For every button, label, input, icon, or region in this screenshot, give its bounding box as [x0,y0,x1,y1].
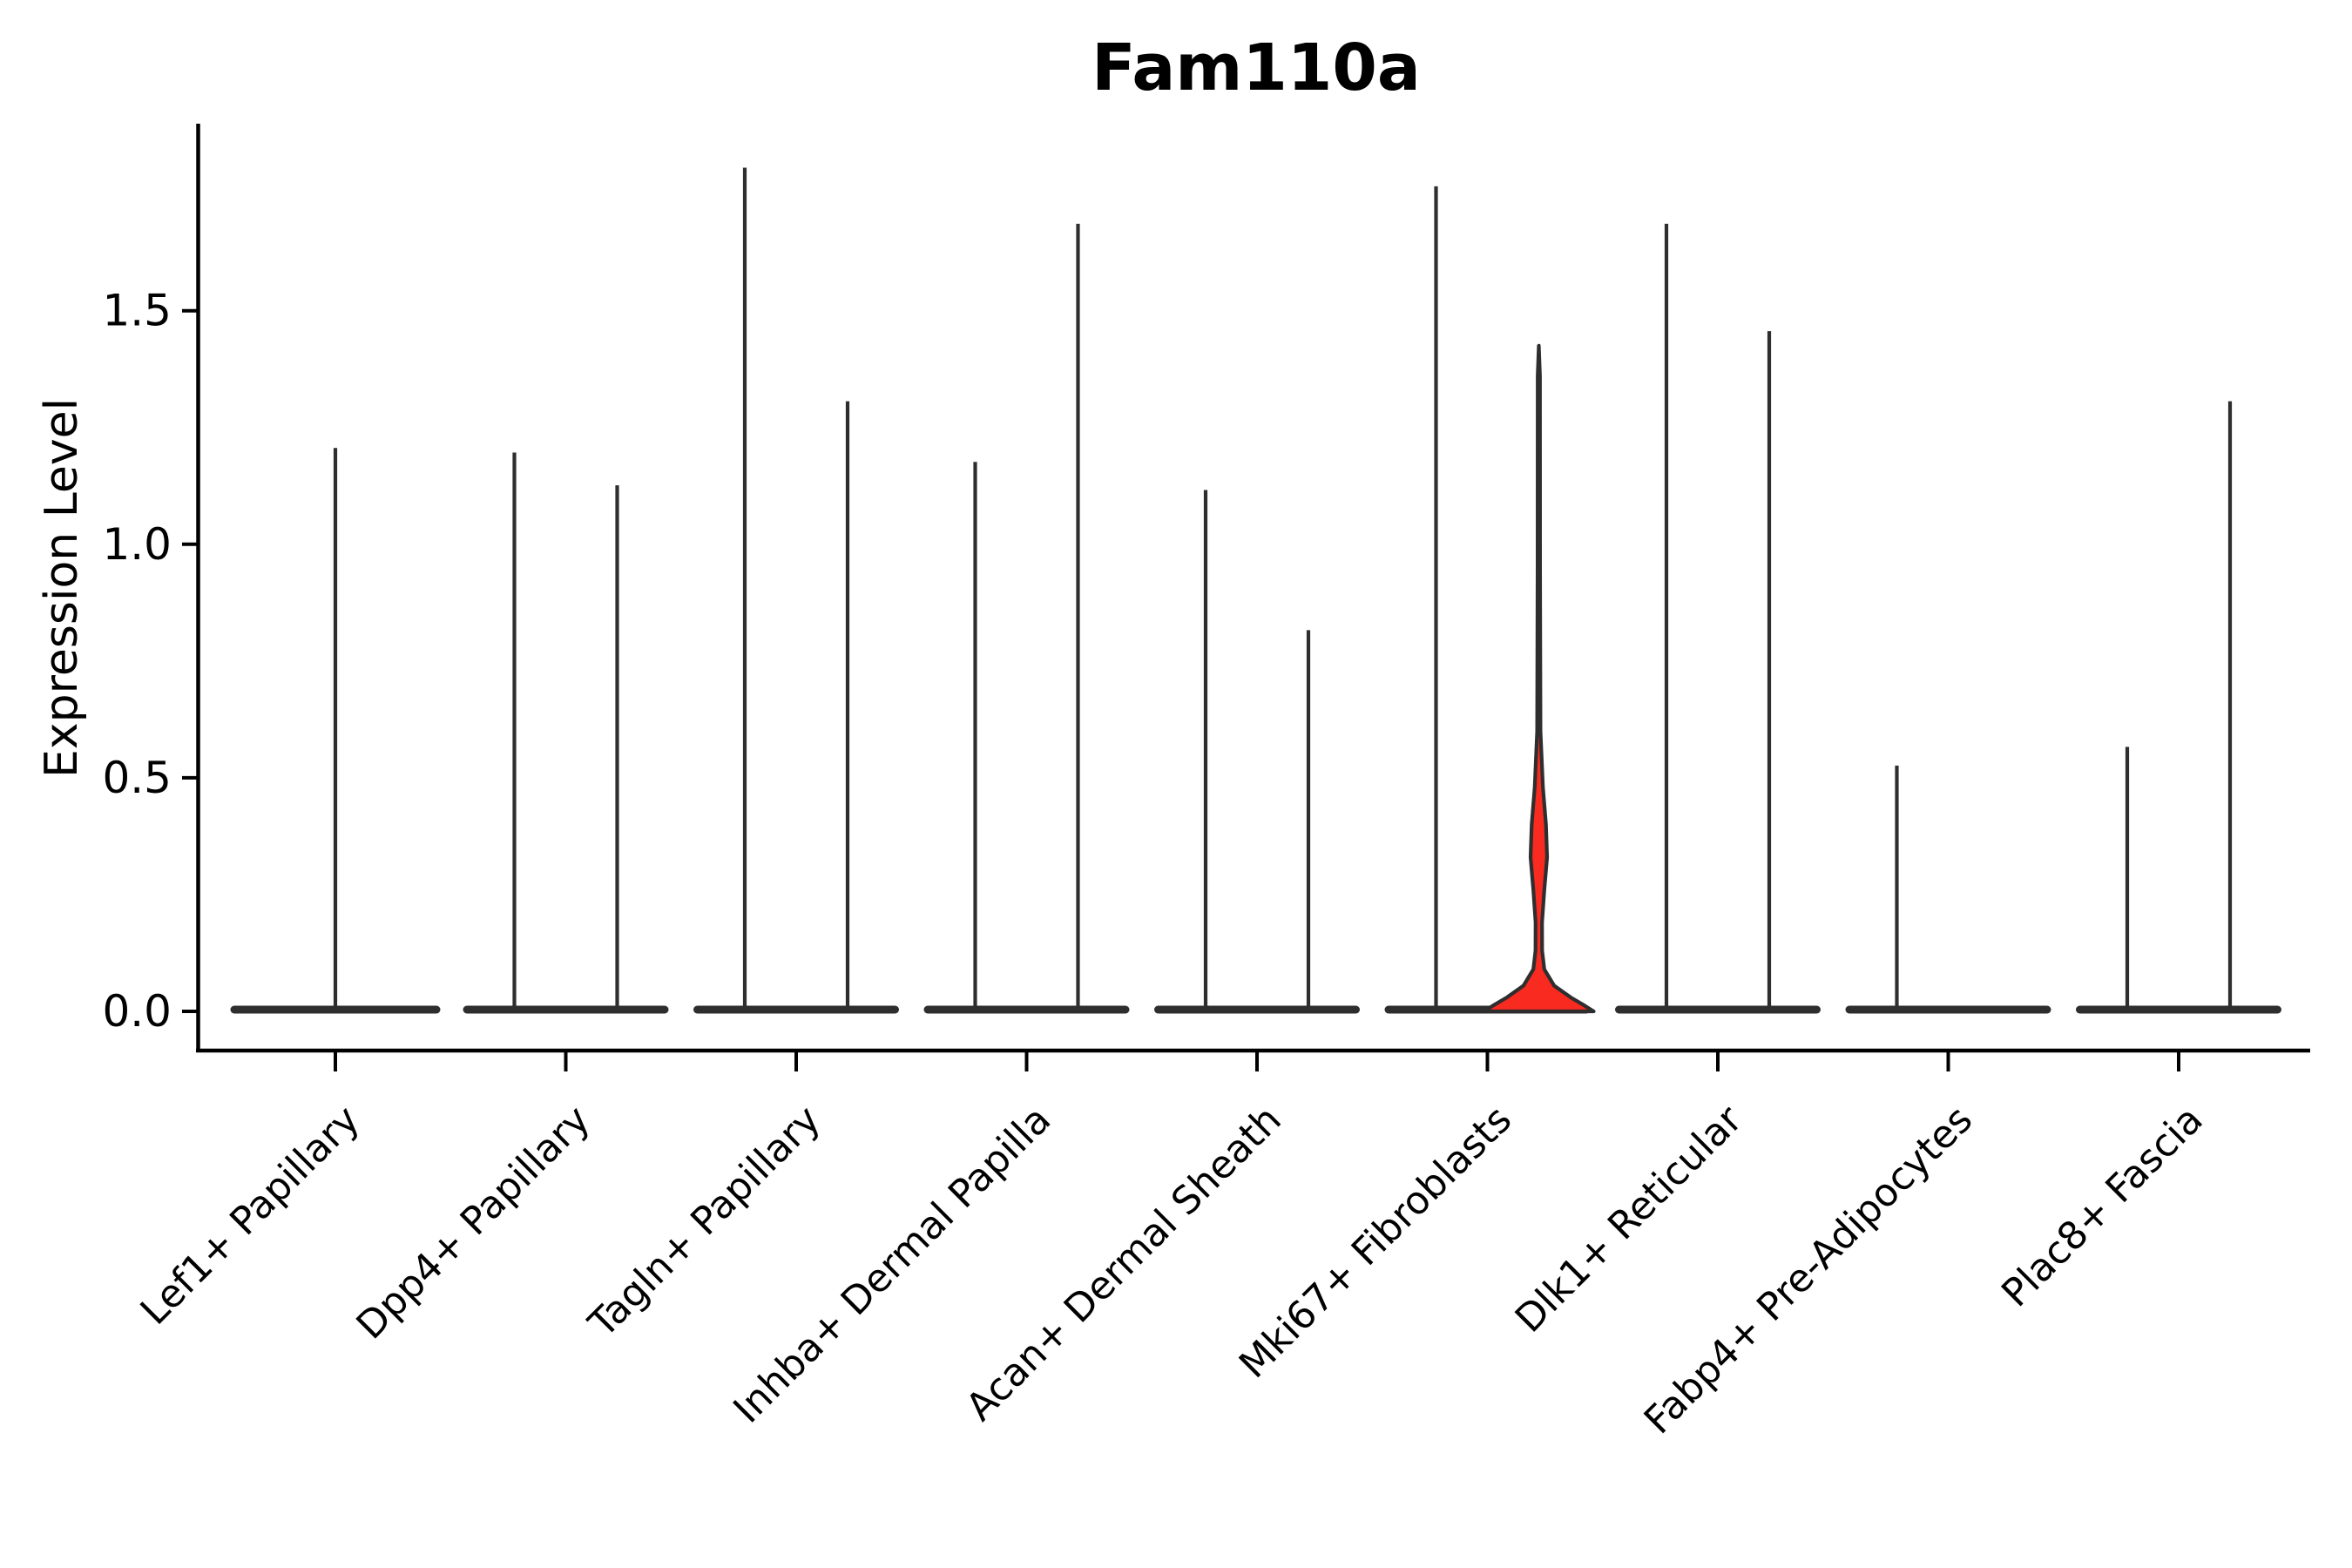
y-axis-ticks: 0.0 0.5 1.0 1.5 [102,286,198,1037]
y-axis-label: Expression Level [36,398,88,778]
y-tick-label: 1.5 [102,286,172,336]
x-tick-label: Lef1+ Papillary [132,1098,368,1334]
y-tick-label: 1.0 [102,519,172,570]
violins-layer [230,167,2281,1014]
y-tick-label: 0.5 [102,753,172,803]
x-tick-label: Dpp4+ Papillary [348,1098,599,1348]
highlighted-violin [1482,343,1596,1014]
y-tick-label: 0.0 [102,986,172,1037]
x-tick-label: Plac8+ Fascia [1993,1098,2212,1316]
chart-title: Fam110a [1092,30,1421,105]
x-tick-label: Dlk1+ Reticular [1507,1097,1752,1342]
x-tick-label: Tagln+ Papillary [580,1098,829,1347]
